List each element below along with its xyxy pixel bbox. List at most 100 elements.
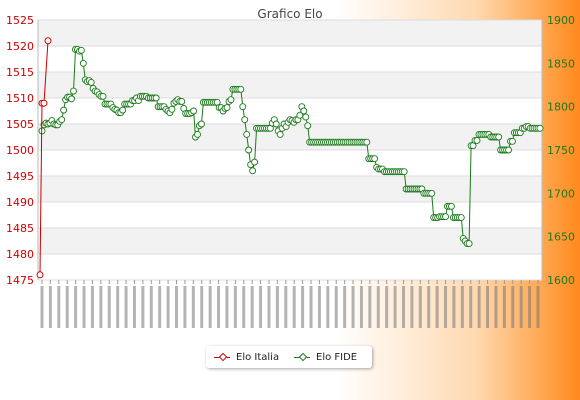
y-right-tick-label: 1800 (547, 101, 575, 114)
x-tick-label (217, 286, 221, 328)
data-point-elo-fide (223, 104, 231, 111)
x-tick-label (519, 286, 523, 328)
data-point-elo-italia (40, 99, 48, 107)
x-tick-label (385, 286, 389, 328)
x-tick-label (200, 286, 204, 328)
plot-band (38, 20, 542, 46)
data-point-elo-fide (276, 130, 284, 138)
x-tick-label (494, 286, 498, 328)
x-tick-label (82, 286, 86, 328)
plot-band (38, 124, 542, 150)
data-point-elo-fide (68, 95, 75, 103)
y-right-tick-label: 1700 (547, 187, 575, 200)
x-tick-label (418, 286, 422, 328)
y-left-tick-label: 1515 (6, 66, 34, 79)
data-point-elo-fide (495, 133, 503, 141)
x-tick-label (158, 286, 162, 328)
series-elo-fide (38, 46, 544, 248)
data-point-elo-fide (457, 214, 465, 222)
y-left-tick-label: 1510 (6, 92, 34, 105)
x-tick-label (99, 286, 103, 328)
y-left-tick-label: 1475 (6, 274, 34, 287)
data-point-elo-fide (505, 146, 512, 154)
data-point-elo-fide (87, 78, 95, 86)
data-point-elo-fide (227, 96, 235, 104)
x-tick-label (309, 286, 313, 328)
x-tick-label (233, 286, 237, 328)
data-point-elo-fide (272, 120, 280, 128)
x-tick-label (48, 286, 52, 328)
x-tick-label (343, 286, 347, 328)
data-point-elo-fide (168, 105, 176, 113)
x-tick-label (124, 286, 128, 328)
plot-band (38, 228, 542, 254)
y-left-tick-label: 1495 (6, 170, 34, 183)
x-tick-label (259, 286, 263, 328)
x-tick-label (149, 286, 153, 328)
data-point-elo-fide (190, 107, 198, 115)
x-tick-label (401, 286, 405, 328)
x-tick-label (326, 286, 330, 328)
legend-swatch-elo-fide (294, 352, 310, 362)
legend-label-elo-italia: Elo Italia (236, 351, 280, 363)
legend-item-elo-italia[interactable]: Elo Italia (214, 351, 279, 363)
data-point-elo-fide (243, 130, 251, 138)
data-point-elo-fide (447, 202, 455, 210)
x-tick-label (175, 286, 179, 328)
data-point-elo-fide (245, 146, 253, 154)
data-point-elo-fide (119, 106, 127, 114)
data-point-elo-fide (241, 116, 249, 124)
x-tick-label (292, 286, 296, 328)
data-point-elo-fide (60, 106, 68, 114)
x-tick-label (301, 286, 305, 328)
x-tick-label (460, 286, 464, 328)
legend-swatch-elo-italia (214, 352, 230, 362)
data-point-elo-fide (465, 240, 473, 248)
chart-title: Grafico Elo (257, 7, 322, 21)
data-point-elo-fide (58, 116, 66, 124)
x-tick-label (90, 286, 94, 328)
plot-band (38, 150, 542, 176)
y-left-tick-label: 1520 (6, 40, 34, 53)
y-left-tick-label: 1480 (6, 248, 34, 261)
x-tick-label (57, 286, 61, 328)
y-right-tick-label: 1900 (547, 14, 575, 27)
data-point-elo-fide (508, 137, 516, 145)
y-right-tick-label: 1600 (547, 274, 575, 287)
legend-item-elo-fide[interactable]: Elo FIDE (294, 351, 357, 363)
x-axis-ticks (40, 280, 540, 328)
series-elo-italia (36, 37, 52, 279)
y-left-tick-label: 1490 (6, 196, 34, 209)
x-tick-label (511, 286, 515, 328)
right-y-axis: 1600 1650 1700 1750 1800 1850 1900 (547, 14, 575, 287)
legend: Elo Italia Elo FIDE (206, 346, 372, 368)
x-tick-label (65, 286, 69, 328)
data-point-elo-italia (36, 271, 44, 279)
legend-label-elo-fide: Elo FIDE (316, 351, 358, 363)
x-tick-label (393, 286, 397, 328)
x-tick-label (250, 286, 254, 328)
data-point-elo-fide (473, 137, 481, 144)
y-right-tick-label: 1750 (547, 144, 575, 157)
data-point-elo-fide (400, 168, 408, 176)
x-tick-label (528, 286, 532, 328)
plot-background (38, 20, 542, 280)
x-tick-label (334, 286, 338, 328)
x-tick-label (351, 286, 355, 328)
x-tick-label (486, 286, 490, 328)
y-left-tick-label: 1525 (6, 14, 34, 27)
data-point-elo-fide (251, 158, 259, 166)
plot-band (38, 254, 542, 280)
data-point-elo-fide (249, 167, 257, 175)
x-tick-label (469, 286, 473, 328)
x-tick-label (435, 286, 439, 328)
x-tick-label (141, 286, 145, 328)
y-right-tick-label: 1650 (547, 231, 575, 244)
x-tick-label (502, 286, 506, 328)
left-y-axis: 1475 1480 1485 1490 1495 1500 1505 1510 1515 1520… (6, 14, 34, 287)
plot-band (38, 176, 542, 202)
data-point-elo-fide (197, 120, 205, 128)
plot-band (38, 72, 542, 98)
data-point-elo-fide (239, 103, 247, 111)
